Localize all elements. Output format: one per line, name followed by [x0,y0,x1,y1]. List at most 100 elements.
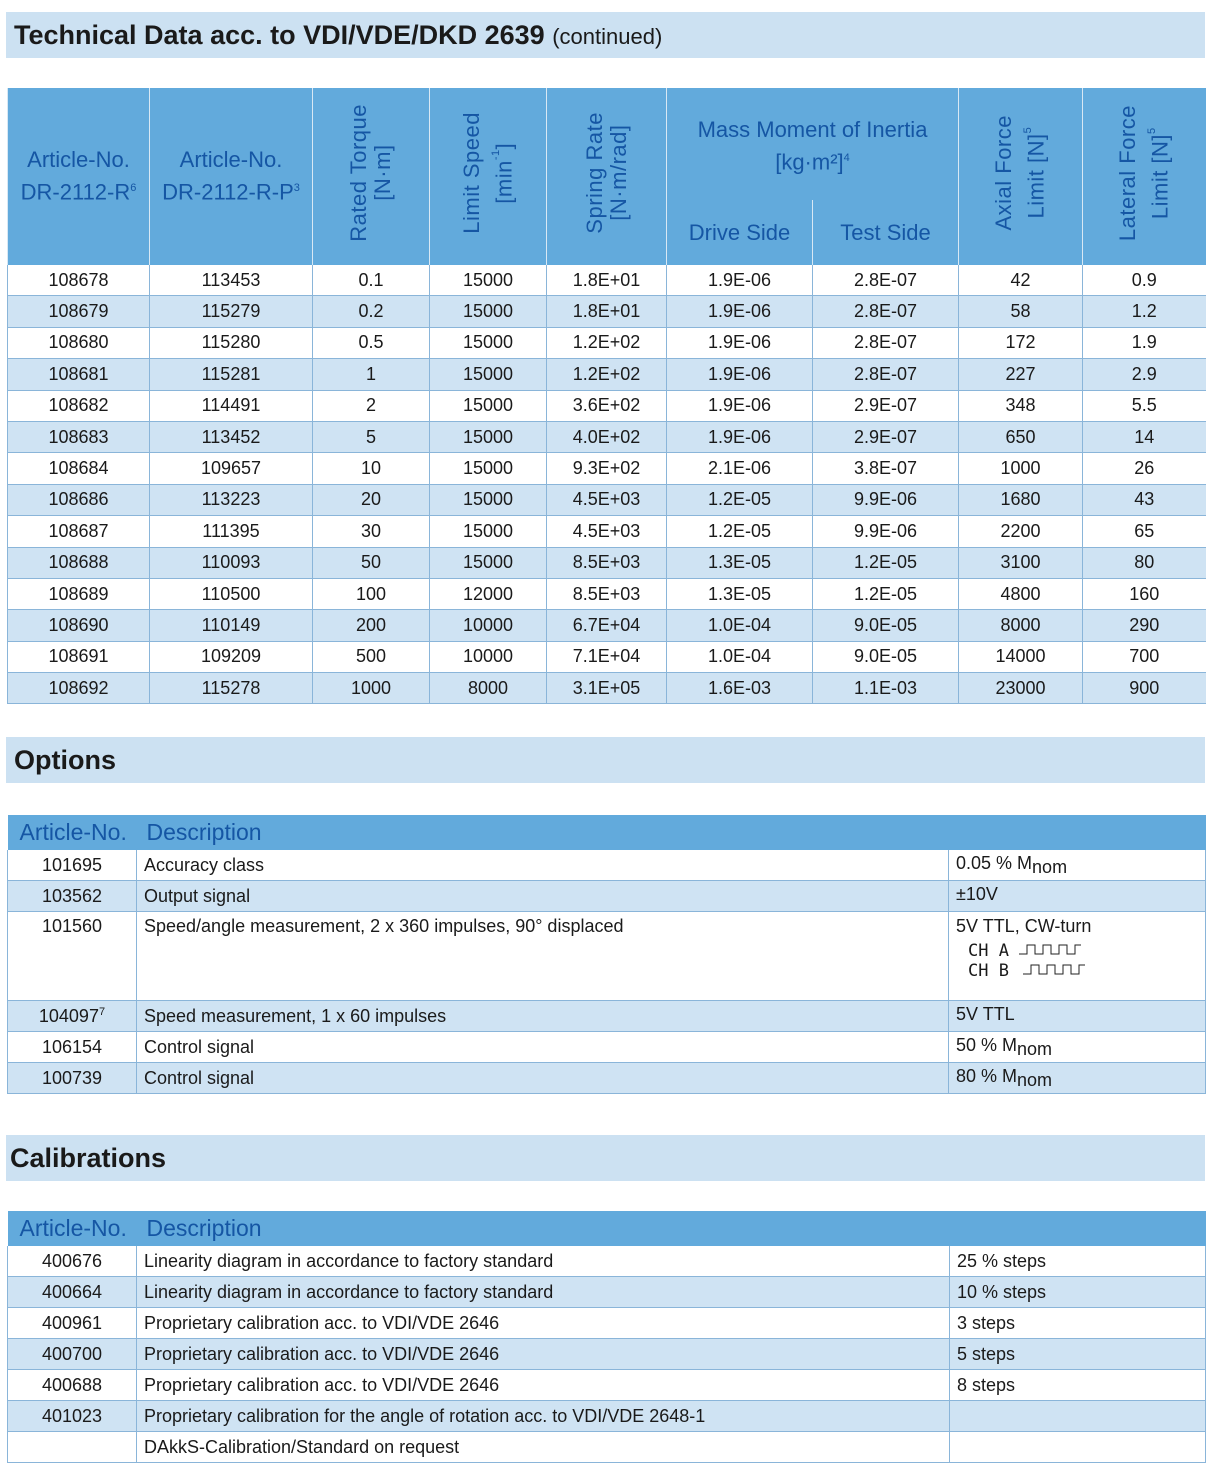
cell-axial-force: 348 [958,390,1083,422]
calibration-article: 400664 [7,1276,137,1308]
list-item: 1040977 Speed measurement, 1 x 60 impuls… [7,1000,1207,1032]
calibration-description: Linearity diagram in accordance to facto… [136,1276,950,1308]
table-row: 108692 115278 1000 8000 3.1E+05 1.6E-03 1.1E-0… [7,672,1206,705]
cell-inertia-drive: 1.2E-05 [666,515,813,548]
options-header-article: Article-No. [7,815,137,850]
header-spring-rate: Spring Rate [N·m/rad] [546,88,667,265]
cell-inertia-drive: 1.9E-06 [666,295,813,328]
cell-lateral-force: 65 [1082,515,1206,548]
header-article-dr2112rp: Article-No. DR-2112-R-P3 [149,88,313,265]
header-test-side: Test Side [812,200,959,265]
calibration-description: Linearity diagram in accordance to facto… [136,1246,950,1277]
cell-inertia-test: 2.9E-07 [812,421,959,454]
cell-inertia-drive: 1.9E-06 [666,265,813,297]
cell-spring-rate: 3.1E+05 [546,672,667,705]
cell-rated-torque: 1 [312,358,430,391]
cell-spring-rate: 1.2E+02 [546,358,667,391]
cell-axial-force: 42 [958,265,1083,297]
cell-lateral-force: 43 [1082,484,1206,517]
cell-spring-rate: 8.5E+03 [546,547,667,579]
list-item: 101695 Accuracy class 0.05 % Mnom [7,850,1207,881]
cell-article-dr2112r: 108688 [7,547,150,579]
cell-article-dr2112rp: 109209 [149,641,313,674]
calibration-value: 25 % steps [948,1246,1207,1277]
cell-rated-torque: 0.5 [312,327,430,360]
cell-inertia-drive: 1.9E-06 [666,390,813,422]
cell-spring-rate: 1.2E+02 [546,327,667,360]
option-value: 5V TTL [947,1000,1207,1032]
calibration-description: Proprietary calibration acc. to VDI/VDE … [136,1338,950,1370]
cell-article-dr2112rp: 110093 [149,547,313,579]
options-title: Options [6,737,1205,783]
option-article: 101560 [7,911,137,1001]
cell-article-dr2112rp: 111395 [149,515,313,548]
cell-limit-speed: 8000 [429,672,547,705]
cell-inertia-test: 2.8E-07 [812,265,959,297]
cell-spring-rate: 9.3E+02 [546,452,667,485]
calibration-article: 400676 [7,1246,137,1277]
cell-inertia-drive: 1.3E-05 [666,547,813,579]
cell-article-dr2112r: 108683 [7,421,150,454]
square-wave-icon [1023,964,1086,975]
cell-article-dr2112r: 108679 [7,295,150,328]
cell-article-dr2112r: 108691 [7,641,150,674]
calibrations-header-description: Description [136,1211,1206,1246]
cell-limit-speed: 15000 [429,515,547,548]
cell-article-dr2112r: 108690 [7,609,150,642]
table-row: 108680 115280 0.5 15000 1.2E+02 1.9E-06 2.8E-0… [7,327,1206,360]
cell-limit-speed: 12000 [429,578,547,611]
cell-limit-speed: 10000 [429,609,547,642]
cell-rated-torque: 10 [312,452,430,485]
cell-lateral-force: 14 [1082,421,1206,454]
square-wave-icon [1019,944,1082,955]
cell-axial-force: 650 [958,421,1083,454]
cell-article-dr2112r: 108692 [7,672,150,705]
calibration-value: 3 steps [948,1307,1207,1339]
list-item: 103562 Output signal ±10V [7,880,1207,912]
table-row: 108678 113453 0.1 15000 1.8E+01 1.9E-06 2.8E-0… [7,265,1206,297]
list-item: 400676 Linearity diagram in accordance t… [7,1246,1207,1277]
cell-inertia-drive: 1.9E-06 [666,421,813,454]
cell-axial-force: 8000 [958,609,1083,642]
cell-spring-rate: 3.6E+02 [546,390,667,422]
table-row: 108683 113452 5 15000 4.0E+02 1.9E-06 2.9E-07 6… [7,421,1206,454]
list-item: 400664 Linearity diagram in accordance t… [7,1276,1207,1308]
cell-rated-torque: 30 [312,515,430,548]
cell-lateral-force: 700 [1082,641,1206,674]
cell-lateral-force: 290 [1082,609,1206,642]
cell-article-dr2112rp: 110149 [149,609,313,642]
cell-spring-rate: 4.5E+03 [546,515,667,548]
cell-lateral-force: 900 [1082,672,1206,705]
table-row: 108691 109209 500 10000 7.1E+04 1.0E-04 9.0E-0… [7,641,1206,674]
cell-inertia-drive: 2.1E-06 [666,452,813,485]
options-table: Article-No. Description 101695 Accuracy c… [7,815,1207,1094]
cell-article-dr2112rp: 114491 [149,390,313,422]
cell-article-dr2112rp: 115280 [149,327,313,360]
option-description: Control signal [136,1031,949,1063]
cell-rated-torque: 1000 [312,672,430,705]
cell-inertia-drive: 1.9E-06 [666,327,813,360]
cell-axial-force: 58 [958,295,1083,328]
cell-inertia-test: 1.1E-03 [812,672,959,705]
cell-axial-force: 3100 [958,547,1083,579]
cell-inertia-test: 2.8E-07 [812,327,959,360]
cell-article-dr2112r: 108681 [7,358,150,391]
list-item: 401023 Proprietary calibration for the a… [7,1400,1207,1432]
cell-article-dr2112r: 108678 [7,265,150,297]
cell-limit-speed: 15000 [429,358,547,391]
cell-article-dr2112rp: 115279 [149,295,313,328]
option-description: Speed/angle measurement, 2 x 360 impulse… [136,911,949,1001]
option-value: 50 % Mnom [947,1031,1207,1063]
option-description: Control signal [136,1062,949,1094]
cell-article-dr2112r: 108684 [7,452,150,485]
cell-lateral-force: 80 [1082,547,1206,579]
option-article: 101695 [7,850,137,881]
cell-lateral-force: 0.9 [1082,265,1206,297]
list-item: DAkkS-Calibration/Standard on request [7,1431,1207,1463]
calibration-value [948,1400,1207,1432]
cell-article-dr2112rp: 113453 [149,265,313,297]
cell-inertia-test: 9.0E-05 [812,609,959,642]
option-value: 80 % Mnom [947,1062,1207,1094]
cell-lateral-force: 1.2 [1082,295,1206,328]
table-row: 108684 109657 10 15000 9.3E+02 2.1E-06 3.8E-07… [7,452,1206,485]
